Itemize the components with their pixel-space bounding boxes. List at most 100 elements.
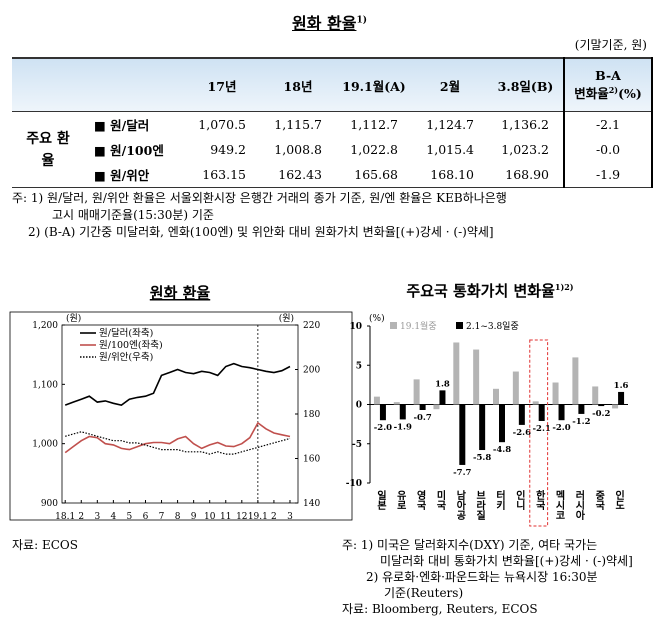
row-label: ■ 원/100엔 [94, 143, 164, 158]
col-header: 19.1월(A) [336, 58, 412, 112]
row-label: ■ 원/달러 [94, 118, 150, 133]
cell: -1.9 [563, 162, 653, 188]
note: 고시 매매기준율(15:30분) 기준 [52, 208, 214, 222]
x-tick-label: 9 [191, 512, 197, 522]
table-row: ■ 원/위안 163.15 162.43 165.68 168.10 168.90 -1.9 [12, 162, 653, 188]
series-line [65, 431, 291, 455]
change-header: B-A 변화율2)(%) [563, 58, 653, 112]
bar [592, 386, 599, 405]
bar [419, 404, 426, 410]
y-tick-label: 1,100 [32, 380, 58, 390]
cell: 1,015.4 [426, 142, 474, 157]
change-line2: 변화율 [574, 86, 609, 101]
cell: 1,022.8 [350, 142, 398, 157]
x-tick-label: 일본 [374, 489, 386, 510]
col-header: 18년 [260, 58, 336, 112]
y-tick-label: 900 [41, 499, 58, 509]
bar [512, 371, 519, 405]
left-frame [9, 311, 353, 521]
x-tick-label: 7 [159, 512, 165, 522]
y-tick-label: -5 [352, 440, 362, 450]
x-tick-label: 5 [127, 512, 133, 522]
change-note: 2) [608, 84, 619, 95]
cell: 1,124.7 [426, 117, 474, 132]
value-label: -5.8 [473, 453, 491, 463]
x-tick-label: 12 [236, 512, 247, 522]
x-tick-label: 미국 [434, 489, 446, 511]
bar [578, 404, 585, 414]
cell: 1,070.5 [198, 117, 246, 132]
x-tick-label: 중국 [593, 490, 605, 511]
bar [473, 349, 480, 405]
bar [518, 404, 525, 425]
x-tick-label: 3 [287, 512, 293, 522]
cell: 162.43 [278, 167, 322, 182]
note: 주: 1) 원/달러, 원/위안 환율은 서울외환시장 은행간 거래의 종가 기… [12, 191, 507, 205]
chart-title: 주요국 통화가치 변화율1)2) [406, 282, 573, 300]
legend-label: 원/100엔(좌축) [99, 340, 163, 351]
bar [379, 404, 386, 421]
value-label: 1.6 [614, 381, 629, 391]
col-header: 3.8일(B) [488, 58, 564, 112]
legend-label: 원/달러(좌축) [99, 327, 153, 339]
x-tick-label: 10 [204, 512, 216, 522]
bar [493, 388, 499, 405]
bar [612, 404, 619, 409]
x-tick-label: 유로 [394, 490, 406, 510]
y-tick-label: 1,000 [32, 440, 58, 450]
note: 2) (B-A) 기간중 미달러화, 엔화(100엔) 및 위안화 대비 원화가… [28, 225, 494, 239]
y-tick-label: 1,200 [32, 321, 58, 331]
y2-tick-label: 180 [303, 410, 320, 420]
x-tick-label: 인니 [513, 489, 525, 511]
x-tick-label: 남아공 [454, 489, 466, 521]
right-note: 기준(Reuters) [384, 586, 464, 600]
cell: 1,136.2 [501, 117, 549, 132]
cell: -0.0 [563, 137, 653, 162]
table-row: 주요 환율 ■ 원/달러 1,070.5 1,115.7 1,112.7 1,124.7 1… [12, 111, 653, 169]
bar [373, 396, 380, 405]
y-axis-label: (원) [66, 313, 81, 324]
x-tick-label: 4 [111, 512, 117, 522]
x-tick-label: 2 [78, 512, 84, 522]
cell: 165.68 [354, 167, 398, 182]
change-unit: (%) [618, 86, 642, 101]
title-text: 주요국 통화가치 변화율 [406, 282, 555, 300]
cell: 949.2 [210, 142, 246, 157]
value-label: -0.7 [413, 413, 431, 423]
right-note: 2) 유로화·엔화·파운드화는 뉴욕시장 16:30분 [366, 570, 598, 584]
right-note: 주: 1) 미국은 달러화지수(DXY) 기준, 여타 국가는 [342, 538, 598, 552]
y-tick-label: -10 [346, 479, 362, 489]
bar [552, 382, 559, 405]
left-source: 자료: ECOS [12, 538, 78, 552]
cell: 163.15 [202, 167, 246, 182]
cell: 1,023.2 [501, 142, 549, 157]
change-line1: B-A [595, 68, 621, 83]
bar [413, 379, 420, 405]
x-tick-label: 18.1 [55, 512, 75, 522]
bar [433, 404, 440, 410]
value-label: -2.0 [374, 423, 392, 433]
chart-title: 원화 환율 [150, 284, 211, 302]
right-note: 미달러화 대비 통화가치 변화율[(+)강세 · (-)약세] [380, 554, 633, 568]
cell: -2.1 [563, 111, 653, 137]
value-label: -2.0 [552, 423, 570, 433]
x-tick-label: 2 [271, 512, 277, 522]
title-block: 원화 환율1) [0, 10, 659, 34]
legend-label: 19.1월중 [400, 320, 437, 332]
y2-tick-label: 220 [303, 321, 320, 331]
value-label: -1.2 [572, 417, 590, 427]
x-tick-label: 3 [94, 512, 100, 522]
plot-frame [61, 324, 299, 504]
bar [558, 404, 565, 421]
bar [532, 401, 539, 405]
y-tick-label: 0 [356, 401, 362, 411]
legend-swatch [390, 322, 397, 329]
value-label: -0.2 [592, 409, 610, 419]
title-note: 1)2) [555, 282, 574, 292]
x-tick-label: 러시아 [573, 489, 585, 521]
cell: 1,115.7 [274, 117, 322, 132]
bar [618, 391, 625, 405]
y-tick-label: 5 [356, 361, 362, 371]
bar [399, 404, 406, 420]
